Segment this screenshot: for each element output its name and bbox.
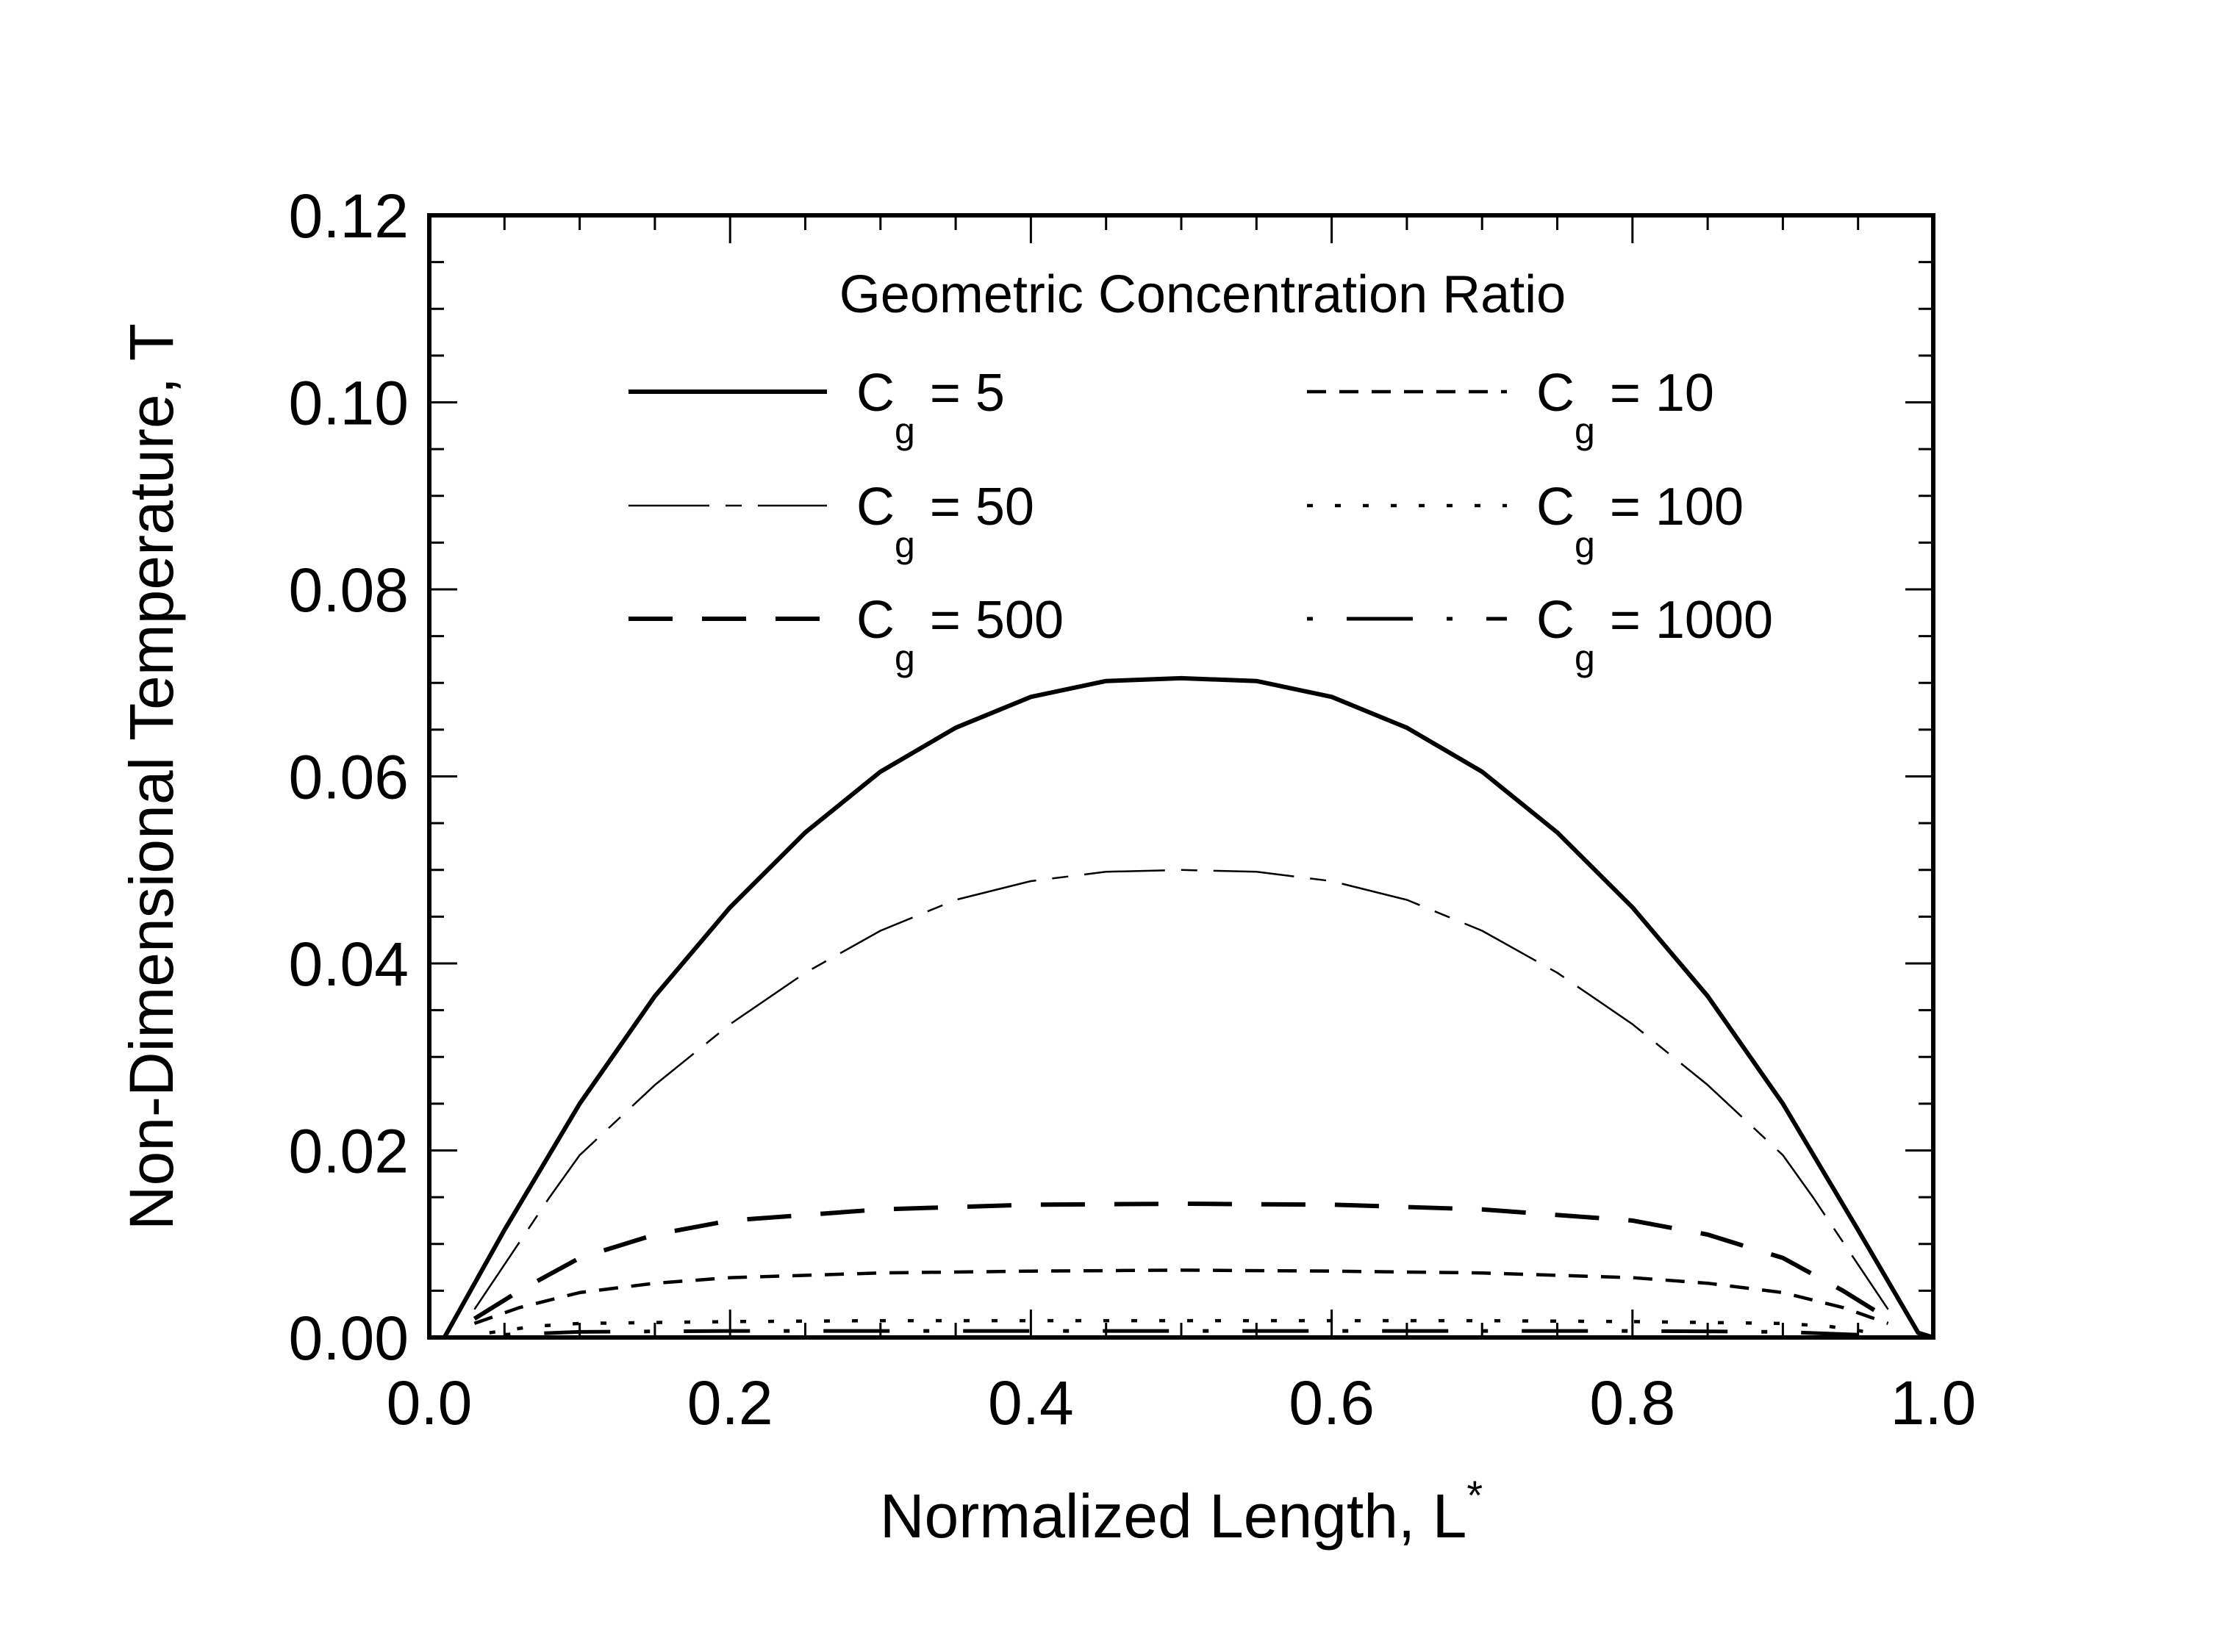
legend-subscript: g (1575, 410, 1595, 451)
legend-subscript: g (1575, 637, 1595, 678)
legend-value: = 100 (1595, 478, 1744, 536)
series-line-3 (473, 869, 1889, 1310)
legend-entry: Cg = 5 (856, 364, 1005, 451)
x-axis-label-superscript: * (1466, 1472, 1483, 1518)
x-tick-label: 1.0 (1891, 1368, 1977, 1437)
legend-value: = 50 (915, 478, 1034, 536)
x-axis-label-text: Normalized Length, L (880, 1482, 1466, 1551)
legend-value: = 5 (915, 364, 1005, 423)
legend-symbol: C (1536, 591, 1575, 650)
y-tick-label: 0.08 (289, 556, 409, 625)
y-tick-label: 0.10 (289, 369, 409, 438)
legend-value: = 1000 (1595, 591, 1773, 650)
y-tick-label: 0.02 (289, 1117, 409, 1186)
legend-entry: Cg = 500 (856, 591, 1064, 678)
legend-symbol: C (856, 364, 895, 423)
legend-value: = 10 (1595, 364, 1714, 423)
legend-entry: Cg = 50 (856, 478, 1034, 565)
legend-entry: Cg = 10 (1536, 364, 1714, 451)
legend-subscript: g (895, 524, 915, 565)
legend-symbol: C (856, 591, 895, 650)
legend: Geometric Concentration Ratio Cg = 5 Cg =… (628, 265, 1773, 678)
y-tick-label: 0.00 (289, 1304, 409, 1373)
legend-title: Geometric Concentration Ratio (839, 265, 1566, 324)
legend-symbol: C (856, 478, 895, 536)
legend-value: = 500 (915, 591, 1064, 650)
x-axis-label: Normalized Length, L* (880, 1472, 1483, 1551)
plot-area-frame (427, 213, 1935, 1340)
y-tick-labels: 0.00 0.02 0.04 0.06 0.08 0.10 0.12 (289, 182, 409, 1373)
minor-ticks (429, 215, 1933, 1337)
y-axis-label: Non-Dimensional Temperature, T (117, 323, 186, 1230)
legend-symbol: C (1536, 364, 1575, 423)
legend-subscript: g (895, 410, 915, 451)
x-tick-label: 0.0 (387, 1368, 473, 1437)
legend-subscript: g (1575, 524, 1595, 565)
y-tick-label: 0.06 (289, 743, 409, 812)
series-line-2 (473, 1268, 1889, 1326)
x-tick-label: 0.2 (687, 1368, 773, 1437)
x-tick-label: 0.4 (988, 1368, 1074, 1437)
series-layer (442, 675, 1934, 1340)
y-tick-label: 0.04 (289, 930, 409, 999)
series-line-5 (473, 1202, 1890, 1321)
legend-entry: Cg = 1000 (1536, 591, 1773, 678)
x-tick-labels: 0.0 0.2 0.4 0.6 0.8 1.0 (387, 1368, 1977, 1437)
x-tick-label: 0.8 (1589, 1368, 1675, 1437)
legend-entry: Cg = 100 (1536, 478, 1744, 565)
legend-subscript: g (895, 637, 915, 678)
y-tick-label: 0.12 (289, 182, 409, 251)
x-tick-label: 0.6 (1289, 1368, 1375, 1437)
series-line-1 (442, 675, 1934, 1340)
series-line-6 (504, 1329, 1858, 1337)
legend-symbol: C (1536, 478, 1575, 536)
